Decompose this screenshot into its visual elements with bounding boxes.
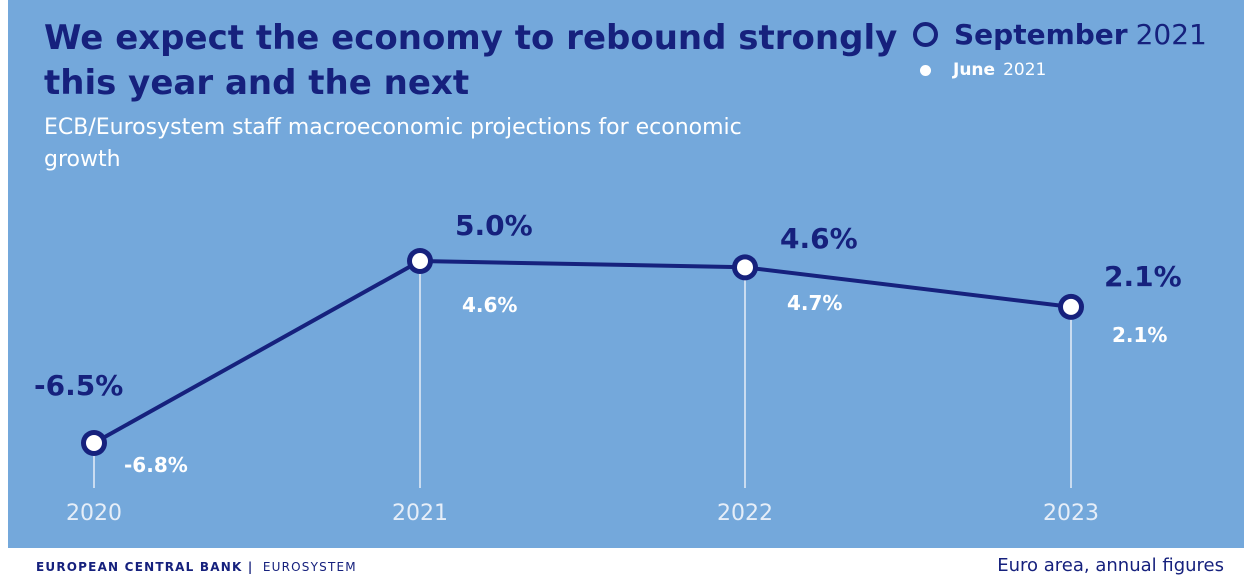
legend-year-june: 2021 [1003,60,1047,80]
legend-marker-september [913,22,938,47]
data-label-june-2022: 4.7% [787,291,842,315]
org-sub: EUROSYSTEM [262,560,357,574]
line-chart: 2020 2021 2022 2023 -6.5% 5.0% 4.6% 2.1% -6.8% 4.… [34,209,1182,526]
marker-june-2020 [86,435,102,451]
legend-item-june: June 2021 [920,60,1046,80]
chart-subtitle: ECB/Eurosystem staff macroeconomic proje… [44,115,742,172]
org-name: EUROPEAN CENTRAL BANK [36,560,243,574]
data-label-september-2020: -6.5% [34,369,123,402]
data-label-june-2021: 4.6% [462,293,517,317]
footer-note: Euro area, annual figures [997,555,1224,576]
legend-marker-june [920,64,931,76]
x-tick-label-2022: 2022 [717,501,773,526]
marker-june-2023 [1063,298,1079,315]
series-line-september [93,259,1072,445]
chart-title: We expect the economy to rebound strongl… [44,18,898,103]
legend-label-june: June [953,60,996,80]
marker-june-2021 [412,253,428,269]
x-tick-label-2021: 2021 [392,501,448,526]
chart-panel: We expect the economy to rebound strongl… [8,0,1244,548]
legend-label-september: September [954,18,1128,51]
org-separator: | [247,560,254,574]
data-label-september-2021: 5.0% [455,209,533,242]
footer-org: EUROPEAN CENTRAL BANK | EUROSYSTEM [36,560,357,574]
legend-item-september: September 2021 [913,18,1207,51]
data-label-september-2023: 2.1% [1104,260,1182,293]
data-label-september-2022: 4.6% [780,222,858,255]
marker-june-2022 [737,259,753,276]
data-label-june-2020: -6.8% [124,453,188,477]
x-tick-label-2023: 2023 [1043,501,1099,526]
x-tick-label-2020: 2020 [66,501,122,526]
data-label-june-2023: 2.1% [1112,323,1167,347]
legend-year-september: 2021 [1135,18,1207,51]
